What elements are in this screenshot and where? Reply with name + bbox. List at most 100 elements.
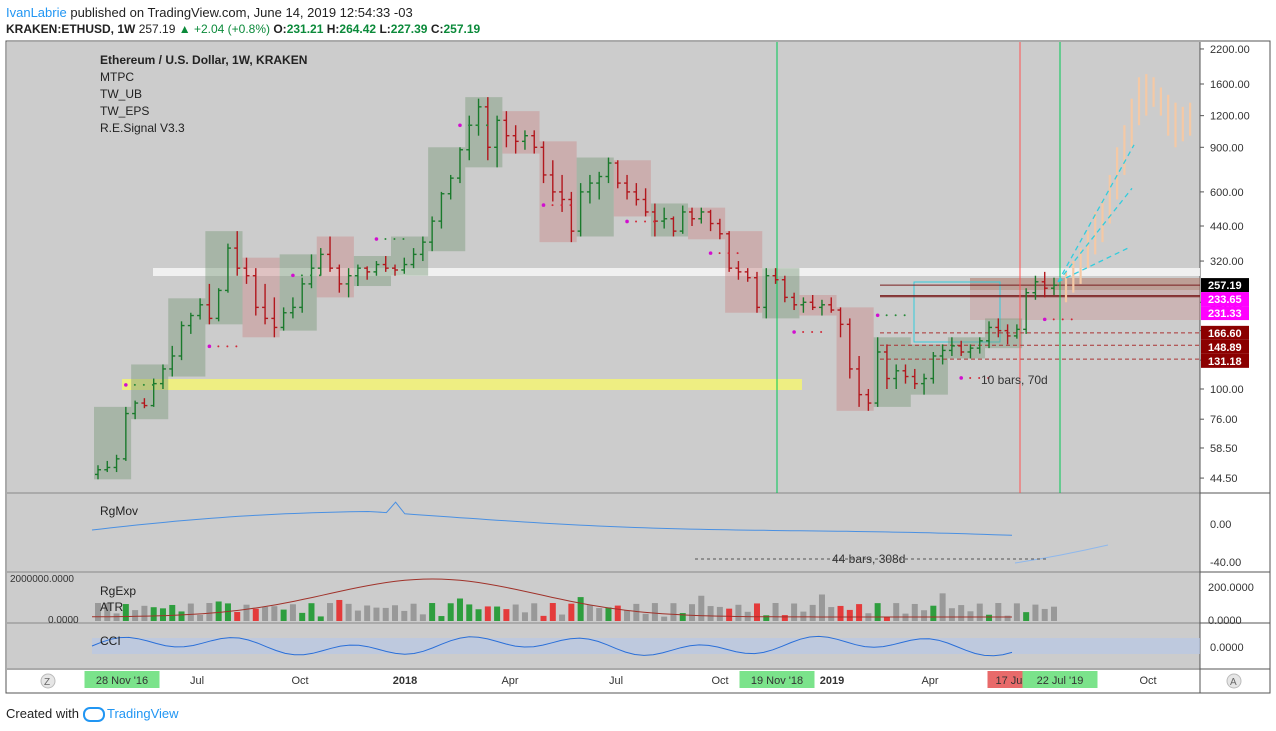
range-label: 10 bars, 70d (981, 373, 1048, 387)
price-label-bg (1201, 325, 1249, 340)
auto-scale-circle-icon[interactable] (1226, 673, 1242, 689)
red-zone[interactable] (970, 290, 1200, 320)
price-label: 257.19 (1208, 280, 1242, 292)
rgexp-bar (336, 599, 343, 621)
price-tick-label: 100.00 (1210, 384, 1244, 396)
rgmov-projection (1014, 544, 1109, 564)
zoom-icon[interactable]: Z (44, 677, 50, 688)
rgexp-bar (141, 605, 148, 621)
rgexp-bar (262, 606, 269, 621)
time-label-highlight (84, 671, 160, 688)
rgexp-bar (104, 603, 111, 621)
open-label: O: (273, 22, 287, 36)
legend-indicator[interactable]: TW_EPS (100, 104, 149, 118)
signal-box (353, 256, 392, 287)
time-label: Apr (921, 675, 938, 687)
footer: Created with TradingView (6, 706, 179, 723)
rgexp-left-tick: 2000000.0000 (10, 574, 74, 585)
legend-indicator[interactable]: MTPC (100, 70, 134, 84)
signal-dot (458, 123, 462, 128)
price-label-bg (1201, 339, 1249, 354)
auto-scale-icon[interactable]: A (1230, 677, 1237, 688)
zoom-circle-icon[interactable] (40, 673, 56, 689)
rgmov-pane[interactable] (7, 494, 1200, 571)
rgexp-bar (837, 605, 844, 621)
signal-box (205, 231, 243, 325)
legend-indicator[interactable]: R.E.Signal V3.3 (100, 121, 185, 135)
signal-dot (959, 376, 963, 380)
rgexp-bar (540, 615, 547, 621)
signal-dot (384, 238, 387, 241)
white-resistance-zone[interactable] (153, 268, 1200, 276)
signal-box (799, 295, 837, 316)
signal-dot (802, 331, 805, 334)
signal-box (168, 298, 206, 377)
signal-dot (820, 331, 823, 334)
rgexp-bar (958, 605, 965, 621)
rgexp-bar (809, 604, 816, 621)
rgexp-bar (856, 604, 863, 621)
rgexp-label[interactable]: RgExp (100, 584, 136, 598)
legend-indicator[interactable]: TW_UB (100, 87, 142, 101)
rgexp-bar (800, 611, 807, 621)
rgexp-bar (169, 604, 176, 621)
time-label-highlight (1022, 671, 1098, 688)
rgmov-label[interactable]: RgMov (100, 504, 138, 518)
signal-box (94, 406, 132, 480)
rgexp-bar (633, 603, 640, 621)
signal-dot (903, 314, 906, 317)
rgmov-tick: 0.00 (1210, 519, 1231, 531)
rgexp-bar (753, 603, 760, 621)
signal-dot (133, 383, 136, 386)
tradingview-brand[interactable]: TradingView (106, 706, 179, 721)
signal-box (279, 254, 317, 331)
rgexp-bar (986, 614, 993, 621)
rgexp-bar (178, 611, 185, 621)
rgexp-bar (911, 603, 918, 621)
signal-box (391, 236, 429, 276)
rgexp-bar (874, 603, 881, 621)
signal-dot (226, 345, 229, 348)
rgexp-bar (559, 614, 566, 621)
rgexp-bar (354, 610, 361, 621)
high-label: H: (326, 22, 340, 36)
symbol-line: KRAKEN:ETHUSD, 1W (6, 22, 136, 36)
signal-dot (969, 376, 972, 379)
time-axis[interactable]: 28 Nov '16 Jul Oct 2018 Apr Jul Oct 19 Nov '18 2… (84, 671, 1157, 688)
rgexp-bar (791, 603, 798, 621)
vertical-markers (776, 42, 1061, 493)
rgexp-tick: 0.0000 (1208, 615, 1242, 627)
signal-box (613, 160, 651, 217)
rgexp-bar (586, 605, 593, 621)
tradingview-logo-icon (82, 707, 105, 723)
signal-dot (318, 274, 321, 277)
rgexp-bar (206, 603, 213, 621)
rgexp-bar (828, 607, 835, 621)
signal-dot (736, 252, 739, 255)
cyan-box[interactable] (913, 281, 1001, 343)
signal-dots (124, 123, 1073, 387)
signal-dot (485, 124, 488, 127)
author-link[interactable]: IvanLabrie (6, 5, 67, 20)
rgmov-tick: -40.00 (1210, 557, 1241, 569)
rgexp-bar (995, 603, 1002, 621)
price-label: 131.18 (1208, 356, 1242, 368)
rgexp-bar (364, 605, 371, 621)
rgexp-bar (1013, 603, 1020, 621)
red-resistance-zone[interactable] (970, 278, 1200, 290)
main-pane[interactable] (7, 42, 1200, 492)
signal-box (539, 141, 577, 243)
signal-dot (467, 124, 470, 127)
signal-box (131, 364, 169, 420)
signal-dot (217, 345, 220, 348)
atr-label[interactable]: ATR (100, 600, 123, 614)
close-label: C: (430, 22, 444, 36)
publish-line: IvanLabrie published on TradingView.com,… (6, 5, 413, 20)
cci-label[interactable]: CCI (100, 634, 121, 648)
open-value: 231.21 (286, 22, 324, 36)
yellow-support-zone[interactable] (122, 379, 802, 390)
price-tick-label: 76.00 (1210, 414, 1238, 426)
signal-dot (792, 330, 796, 334)
rgexp-bar (614, 605, 621, 621)
